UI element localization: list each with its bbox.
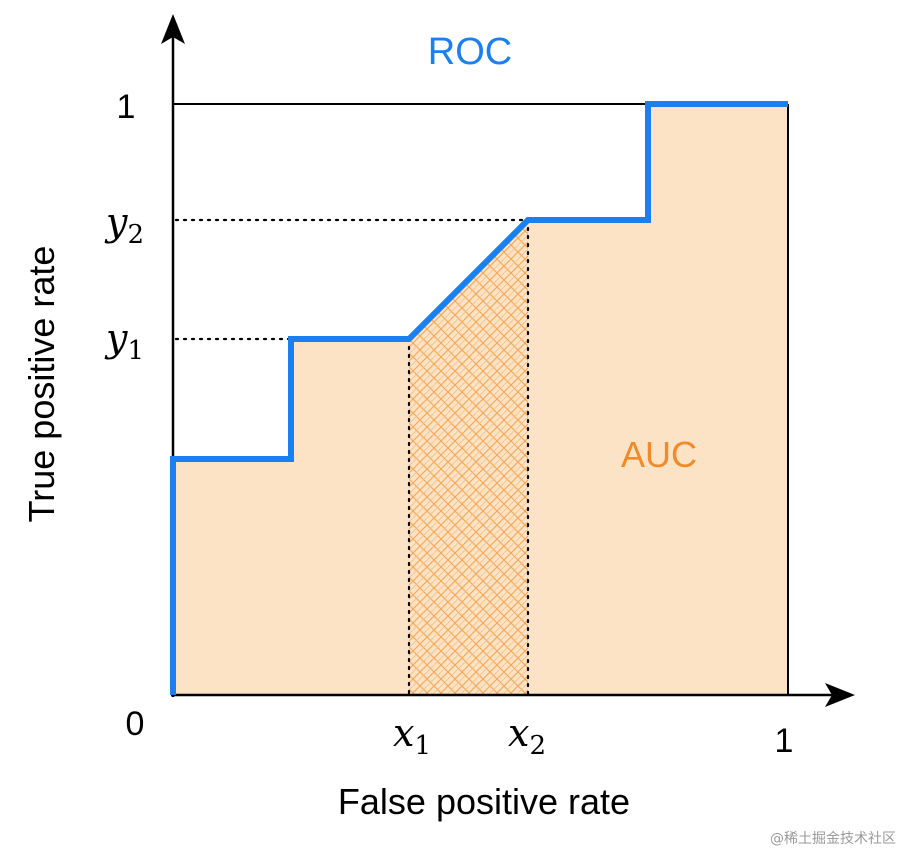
watermark: @稀土掘金技术社区 — [770, 831, 896, 847]
x-end-label: 1 — [775, 722, 794, 760]
x-axis-arrow-icon — [825, 683, 855, 707]
y-axis-arrow-icon — [161, 14, 185, 44]
x1-label-base: x — [393, 711, 414, 755]
x2-label: x2 — [508, 711, 546, 761]
y2-label: y2 — [104, 200, 144, 250]
x2-label-base: x — [508, 711, 529, 755]
origin-label: 0 — [126, 705, 145, 743]
x1-label-sub: 1 — [414, 731, 431, 761]
roc-curve — [170, 101, 788, 695]
y1-label: y1 — [104, 316, 144, 366]
y-end-label: 1 — [117, 88, 136, 126]
auc-hatched-slice — [409, 220, 528, 695]
chart-title: ROC — [428, 31, 512, 73]
auc-label: AUC — [621, 434, 697, 475]
y1-label-base: y — [104, 316, 128, 360]
y2-label-sub: 2 — [127, 220, 144, 250]
x-axis-title: False positive rate — [338, 781, 630, 822]
x2-label-sub: 2 — [529, 731, 546, 761]
y-axis-title: True positive rate — [21, 246, 62, 523]
x1-label: x1 — [393, 711, 431, 761]
y1-label-sub: 1 — [127, 336, 144, 366]
y2-label-base: y — [104, 200, 128, 244]
